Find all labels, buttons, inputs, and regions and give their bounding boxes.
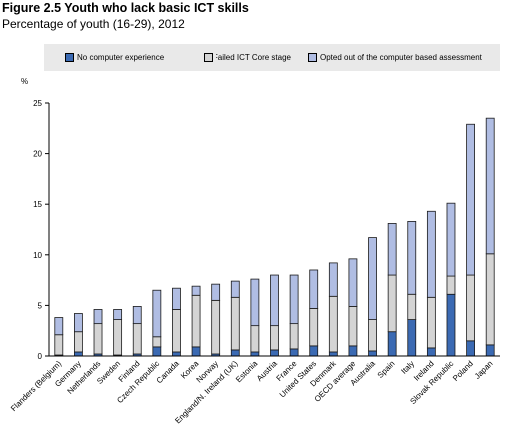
bar-segment — [191, 346, 201, 357]
y-tick-label: 5 — [38, 301, 43, 310]
bar-segment — [426, 347, 436, 357]
y-tick-label: 25 — [33, 99, 42, 108]
y-axis-unit-label: % — [21, 77, 28, 86]
bar-segment — [328, 262, 338, 297]
bar-segment — [387, 223, 397, 276]
bar-segment — [93, 323, 103, 355]
bar-segment — [152, 346, 162, 357]
bar-segment — [93, 309, 103, 325]
bar-segment — [270, 274, 279, 327]
bar-segment — [152, 336, 162, 348]
bar-segment — [113, 319, 123, 356]
bar-segment — [74, 313, 83, 333]
legend-label-opted-out: Opted out of the computer based assessme… — [320, 53, 482, 62]
legend-swatch-failed-core — [204, 53, 213, 62]
bar-segment — [348, 345, 358, 357]
bar-segment — [328, 351, 338, 357]
x-tick-label: Poland — [451, 359, 475, 383]
bar-segment — [191, 294, 201, 348]
chart-subtitle: Percentage of youth (16-29), 2012 — [2, 17, 185, 31]
bar-segment — [485, 117, 495, 255]
bar-segment — [74, 351, 83, 357]
bar-segment — [446, 202, 456, 277]
bar-segment — [289, 348, 299, 357]
bar-segment — [54, 317, 64, 336]
y-tick-label: 10 — [33, 251, 42, 260]
bar-segment — [387, 274, 397, 333]
bar-segment — [289, 274, 299, 325]
bar-segment — [407, 319, 417, 357]
bar-segment — [132, 306, 142, 325]
bar-segment — [348, 306, 358, 347]
bar-segment — [289, 323, 299, 350]
x-tick-label: Austria — [255, 359, 279, 383]
bar-segment — [309, 308, 319, 347]
bar-segment — [466, 340, 475, 357]
bar-segment — [230, 280, 240, 298]
bar-segment — [172, 309, 181, 353]
bar-segment — [270, 325, 279, 351]
chart-title: Figure 2.5 Youth who lack basic ICT skil… — [2, 1, 249, 15]
x-tick-label: Italy — [399, 359, 416, 376]
bar-segment — [230, 296, 240, 351]
bar-segment — [407, 293, 417, 320]
legend-label-no-experience: No computer experience — [77, 53, 165, 62]
bar-segment — [250, 351, 260, 357]
bar-segment — [230, 349, 240, 357]
bar-segment — [485, 344, 495, 357]
bar-segment — [74, 331, 83, 353]
bar-segment — [54, 334, 64, 356]
bar-segment — [211, 299, 221, 355]
bar-segment — [172, 351, 181, 357]
bar-segment — [426, 296, 436, 349]
bar-segment — [466, 274, 475, 342]
bar-segment — [446, 275, 456, 295]
y-tick-label: 0 — [38, 352, 43, 361]
bar-segment — [250, 325, 260, 353]
bar-segment — [426, 210, 436, 298]
bar-segment — [132, 323, 142, 355]
legend-label-failed-core: Failed ICT Core stage — [216, 53, 291, 62]
legend-swatch-opted-out — [308, 53, 317, 62]
bar-segment — [387, 331, 397, 357]
y-tick-label: 20 — [33, 150, 42, 159]
bar-segment — [407, 220, 417, 295]
y-tick-label: 15 — [33, 200, 42, 209]
bar-segment — [191, 285, 201, 296]
bar-segment — [309, 345, 319, 357]
bar-segment — [211, 283, 221, 301]
bar-segment — [348, 258, 358, 307]
bar-segment — [172, 287, 181, 310]
x-tick-label: Estonia — [234, 359, 260, 385]
x-tick-label: Flanders (Belgium) — [9, 359, 63, 413]
x-tick-label: Spain — [376, 359, 397, 380]
bar-segment — [368, 350, 377, 357]
bar-segment — [368, 319, 377, 352]
x-tick-label: Japan — [473, 359, 495, 381]
bar-segment — [485, 253, 495, 346]
bar-segment — [270, 349, 279, 357]
bar-segment — [113, 309, 123, 320]
bar-segment — [309, 269, 319, 309]
bar-segment — [466, 123, 475, 276]
bar-segment — [328, 295, 338, 353]
bar-segment — [446, 293, 456, 357]
x-tick-label: Canada — [155, 359, 182, 386]
legend-swatch-no-experience — [65, 53, 74, 62]
chart-legend: No computer experience Failed ICT Core s… — [44, 44, 500, 71]
bar-segment — [152, 289, 162, 338]
bar-segment — [368, 237, 377, 320]
bar-segment — [250, 278, 260, 327]
